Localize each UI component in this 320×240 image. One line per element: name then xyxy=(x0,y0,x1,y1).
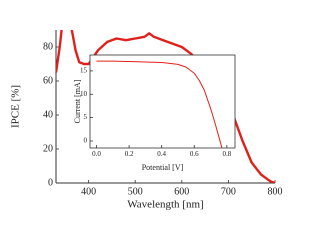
y-axis-label: IPCE [%] xyxy=(10,85,22,128)
y-tick-label: 80 xyxy=(43,41,53,52)
y-axis-label: Current [mA] xyxy=(73,79,82,123)
x-tick-label: 700 xyxy=(221,186,236,197)
y-tick-label: 0 xyxy=(84,137,88,145)
y-tick-label: 15 xyxy=(80,66,88,74)
x-tick-label: 800 xyxy=(268,186,283,197)
x-axis-label: Potential [V] xyxy=(142,163,184,172)
inset-frame xyxy=(89,54,236,149)
x-axis-label: Wavelength [nm] xyxy=(127,199,203,211)
y-tick-label: 5 xyxy=(84,113,88,121)
y-tick-label: 60 xyxy=(43,75,53,86)
y-tick-label: 10 xyxy=(80,90,88,98)
data-line xyxy=(96,60,223,148)
x-tick-label: 600 xyxy=(174,186,189,197)
figure: 400 500 600 700 800 0 20 40 60 80 Wavelength [nm] I… xyxy=(10,30,283,211)
x-tick-label: 0.4 xyxy=(157,150,166,158)
y-tick-label: 0 xyxy=(48,177,53,188)
x-tick-label: 0.8 xyxy=(222,150,231,158)
x-tick-label: 500 xyxy=(128,186,143,197)
x-tick-label: 0.6 xyxy=(190,150,199,158)
x-tick-label: 0.0 xyxy=(92,150,101,158)
x-tick-label: 400 xyxy=(81,186,96,197)
y-tick-label: 40 xyxy=(43,109,53,120)
y-tick-label: 20 xyxy=(43,143,53,154)
x-tick-label: 0.2 xyxy=(125,150,134,158)
